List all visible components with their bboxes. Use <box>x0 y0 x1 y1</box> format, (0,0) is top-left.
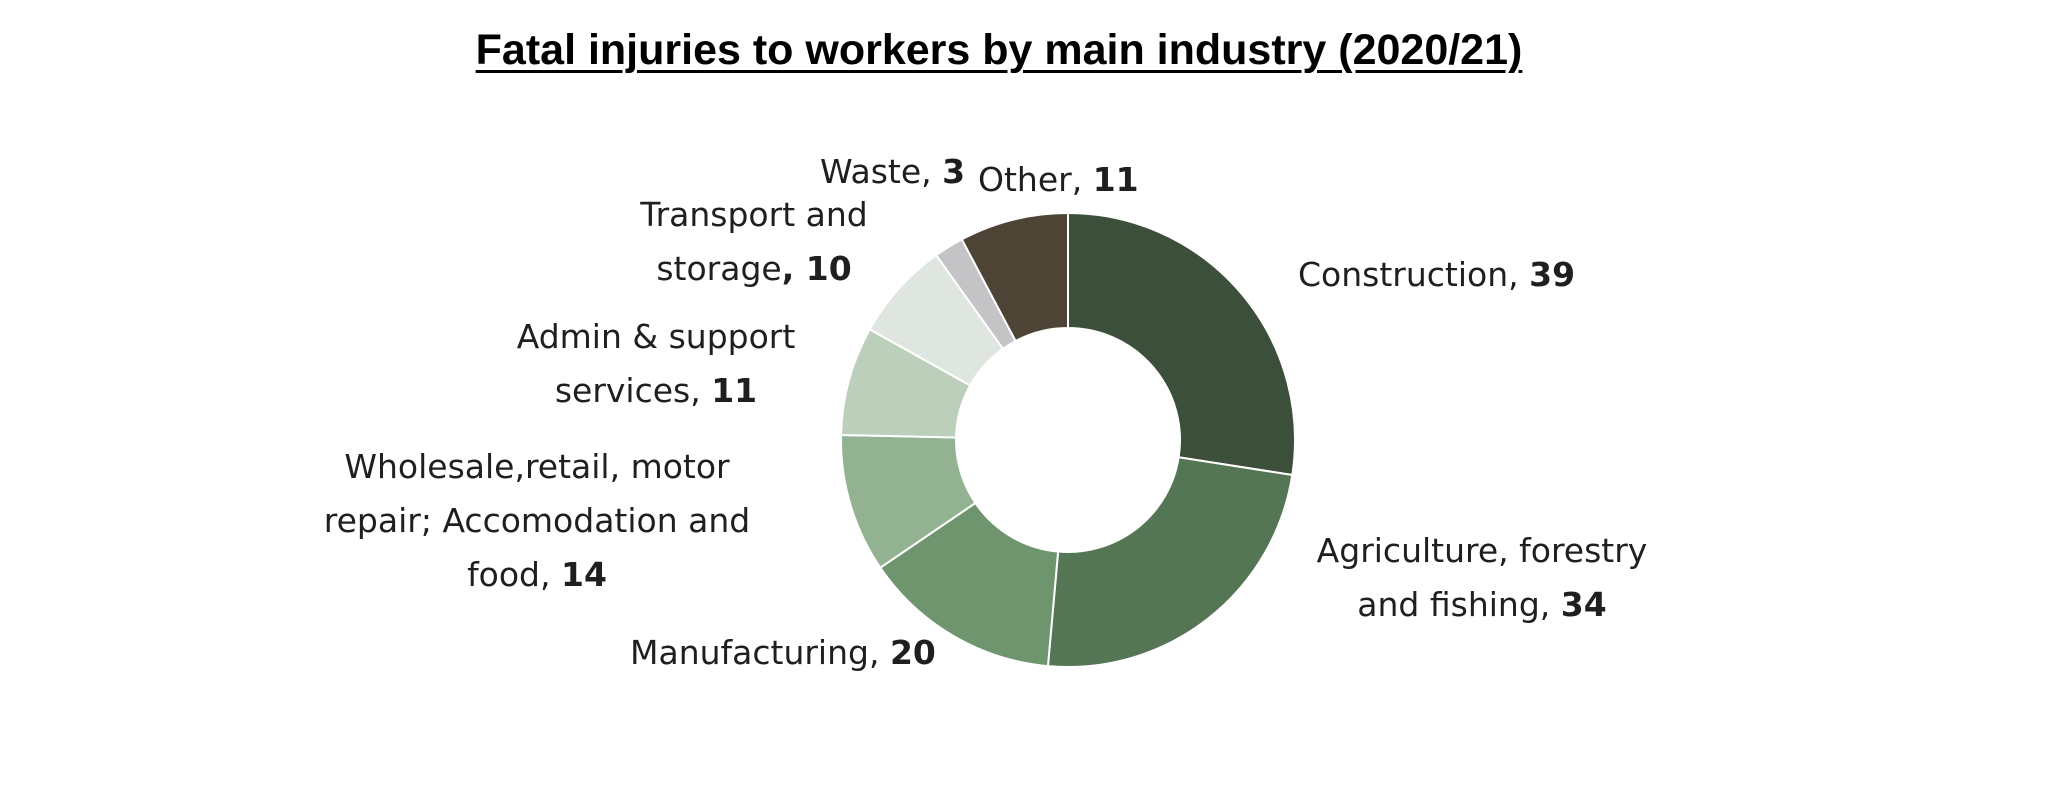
label-text: Other, <box>978 160 1093 199</box>
label-wholesale-retail-motor-repair-accomodation-and-food: Wholesale,retail, motor repair; Accomodat… <box>300 440 774 602</box>
label-line: Admin & support <box>500 310 812 364</box>
label-text: Construction, <box>1298 255 1530 294</box>
label-line: services, 11 <box>500 364 812 418</box>
label-line: Wholesale,retail, motor <box>300 440 774 494</box>
label-text: repair; Accomodation and <box>323 501 751 540</box>
slice-agriculture-forestry-and-fishing <box>1046 456 1294 668</box>
label-text: and fishing, <box>1357 585 1561 624</box>
label-text: Manufacturing, <box>630 633 890 672</box>
label-line: Agriculture, forestry <box>1298 524 1666 578</box>
label-text: storage <box>656 249 782 288</box>
label-line: repair; Accomodation and <box>300 494 774 548</box>
label-line: Transport and <box>620 188 888 242</box>
label-line: and fishing, 34 <box>1298 578 1666 632</box>
label-text: Admin & support <box>516 317 796 356</box>
slice-manufacturing <box>878 501 1060 668</box>
slice-construction <box>1067 211 1296 477</box>
label-value: 11 <box>1092 160 1139 199</box>
chart-title: Fatal injuries to workers by main indust… <box>475 26 1523 74</box>
label-line: Construction, 39 <box>1298 248 1575 302</box>
label-text: Wholesale,retail, motor <box>344 447 730 486</box>
label-admin-support-services: Admin & support services, 11 <box>500 310 812 418</box>
label-line: Manufacturing, 20 <box>630 626 936 680</box>
label-construction: Construction, 39 <box>1298 248 1575 302</box>
label-value: 20 <box>889 633 936 672</box>
label-text: services, <box>554 371 712 410</box>
label-value: 11 <box>711 371 758 410</box>
slice-other <box>960 211 1069 343</box>
label-line: Other, 11 <box>978 153 1139 207</box>
label-text: Agriculture, forestry <box>1316 531 1648 570</box>
label-transport-and-storage: Transport and storage, 10 <box>620 188 888 296</box>
label-agriculture-forestry-and-fishing: Agriculture, forestry and fishing, 34 <box>1298 524 1666 632</box>
label-text: Waste, <box>820 152 943 191</box>
label-manufacturing: Manufacturing, 20 <box>630 626 936 680</box>
label-value: 3 <box>942 152 966 191</box>
label-line: storage, 10 <box>620 242 888 296</box>
label-text: food, <box>467 555 561 594</box>
label-line: Waste, 3 <box>820 145 965 199</box>
label-value: , 10 <box>781 249 852 288</box>
label-text: Transport and <box>640 195 868 234</box>
label-value: 14 <box>561 555 607 594</box>
label-other: Other, 11 <box>978 153 1139 207</box>
label-line: food, 14 <box>300 548 774 602</box>
label-value: 39 <box>1529 255 1576 294</box>
label-waste: Waste, 3 <box>820 145 965 199</box>
label-value: 34 <box>1560 585 1607 624</box>
